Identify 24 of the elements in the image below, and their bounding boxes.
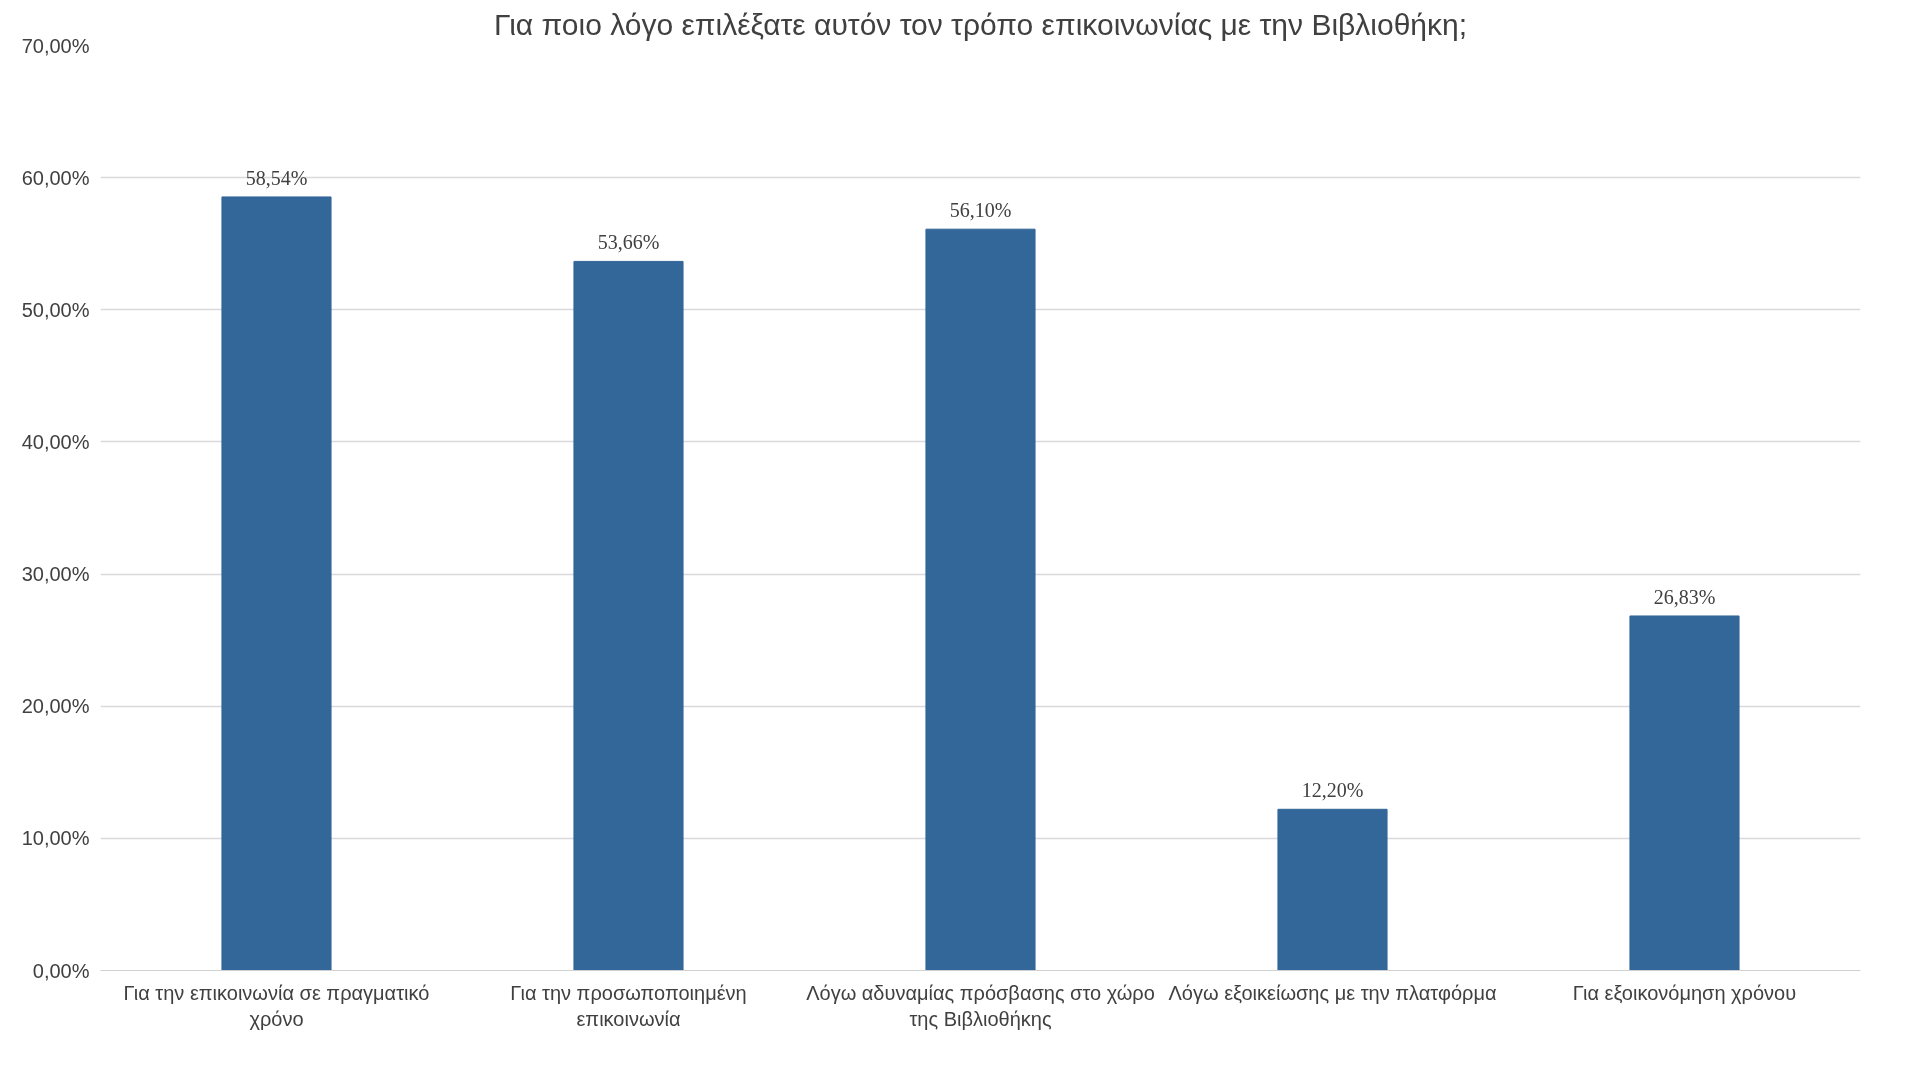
bar <box>925 228 1036 971</box>
data-label: 26,83% <box>1653 585 1716 608</box>
y-tick-label: 30,00% <box>21 563 90 586</box>
y-tick-label: 50,00% <box>21 298 90 321</box>
x-tick-label: Για την προσωποποιημένη επικοινωνία <box>510 981 747 1030</box>
bar <box>573 260 684 971</box>
bar <box>1629 615 1740 971</box>
y-tick-label: 70,00% <box>21 34 90 57</box>
y-tick-label: 40,00% <box>21 430 90 453</box>
y-tick-label: 0,00% <box>32 959 90 982</box>
y-tick-label: 20,00% <box>21 695 90 718</box>
x-tick-label: Για την επικοινωνία σε πραγματικό χρόνο <box>123 981 430 1030</box>
bar <box>221 196 332 971</box>
x-tick-label: Για εξοικονόμηση χρόνου <box>1572 981 1797 1004</box>
data-label: 53,66% <box>597 231 660 254</box>
data-label: 12,20% <box>1301 779 1364 802</box>
data-label: 56,10% <box>949 199 1012 222</box>
x-tick-label: Λόγω εξοικείωσης με την πλατφόρμα <box>1168 981 1497 1004</box>
data-label: 58,54% <box>245 166 308 189</box>
chart-title: Για ποιο λόγο επιλέξατε αυτόν τον τρόπο επικοινωνίας με την Βιβλιοθήκη; <box>493 7 1468 41</box>
x-tick-label: Λόγω αδυναμίας πρόσβασης στο χώρο της Βιβλιοθήκης <box>806 981 1155 1030</box>
bar <box>1277 808 1388 971</box>
y-tick-label: 60,00% <box>21 166 90 189</box>
y-tick-label: 10,00% <box>21 827 90 850</box>
